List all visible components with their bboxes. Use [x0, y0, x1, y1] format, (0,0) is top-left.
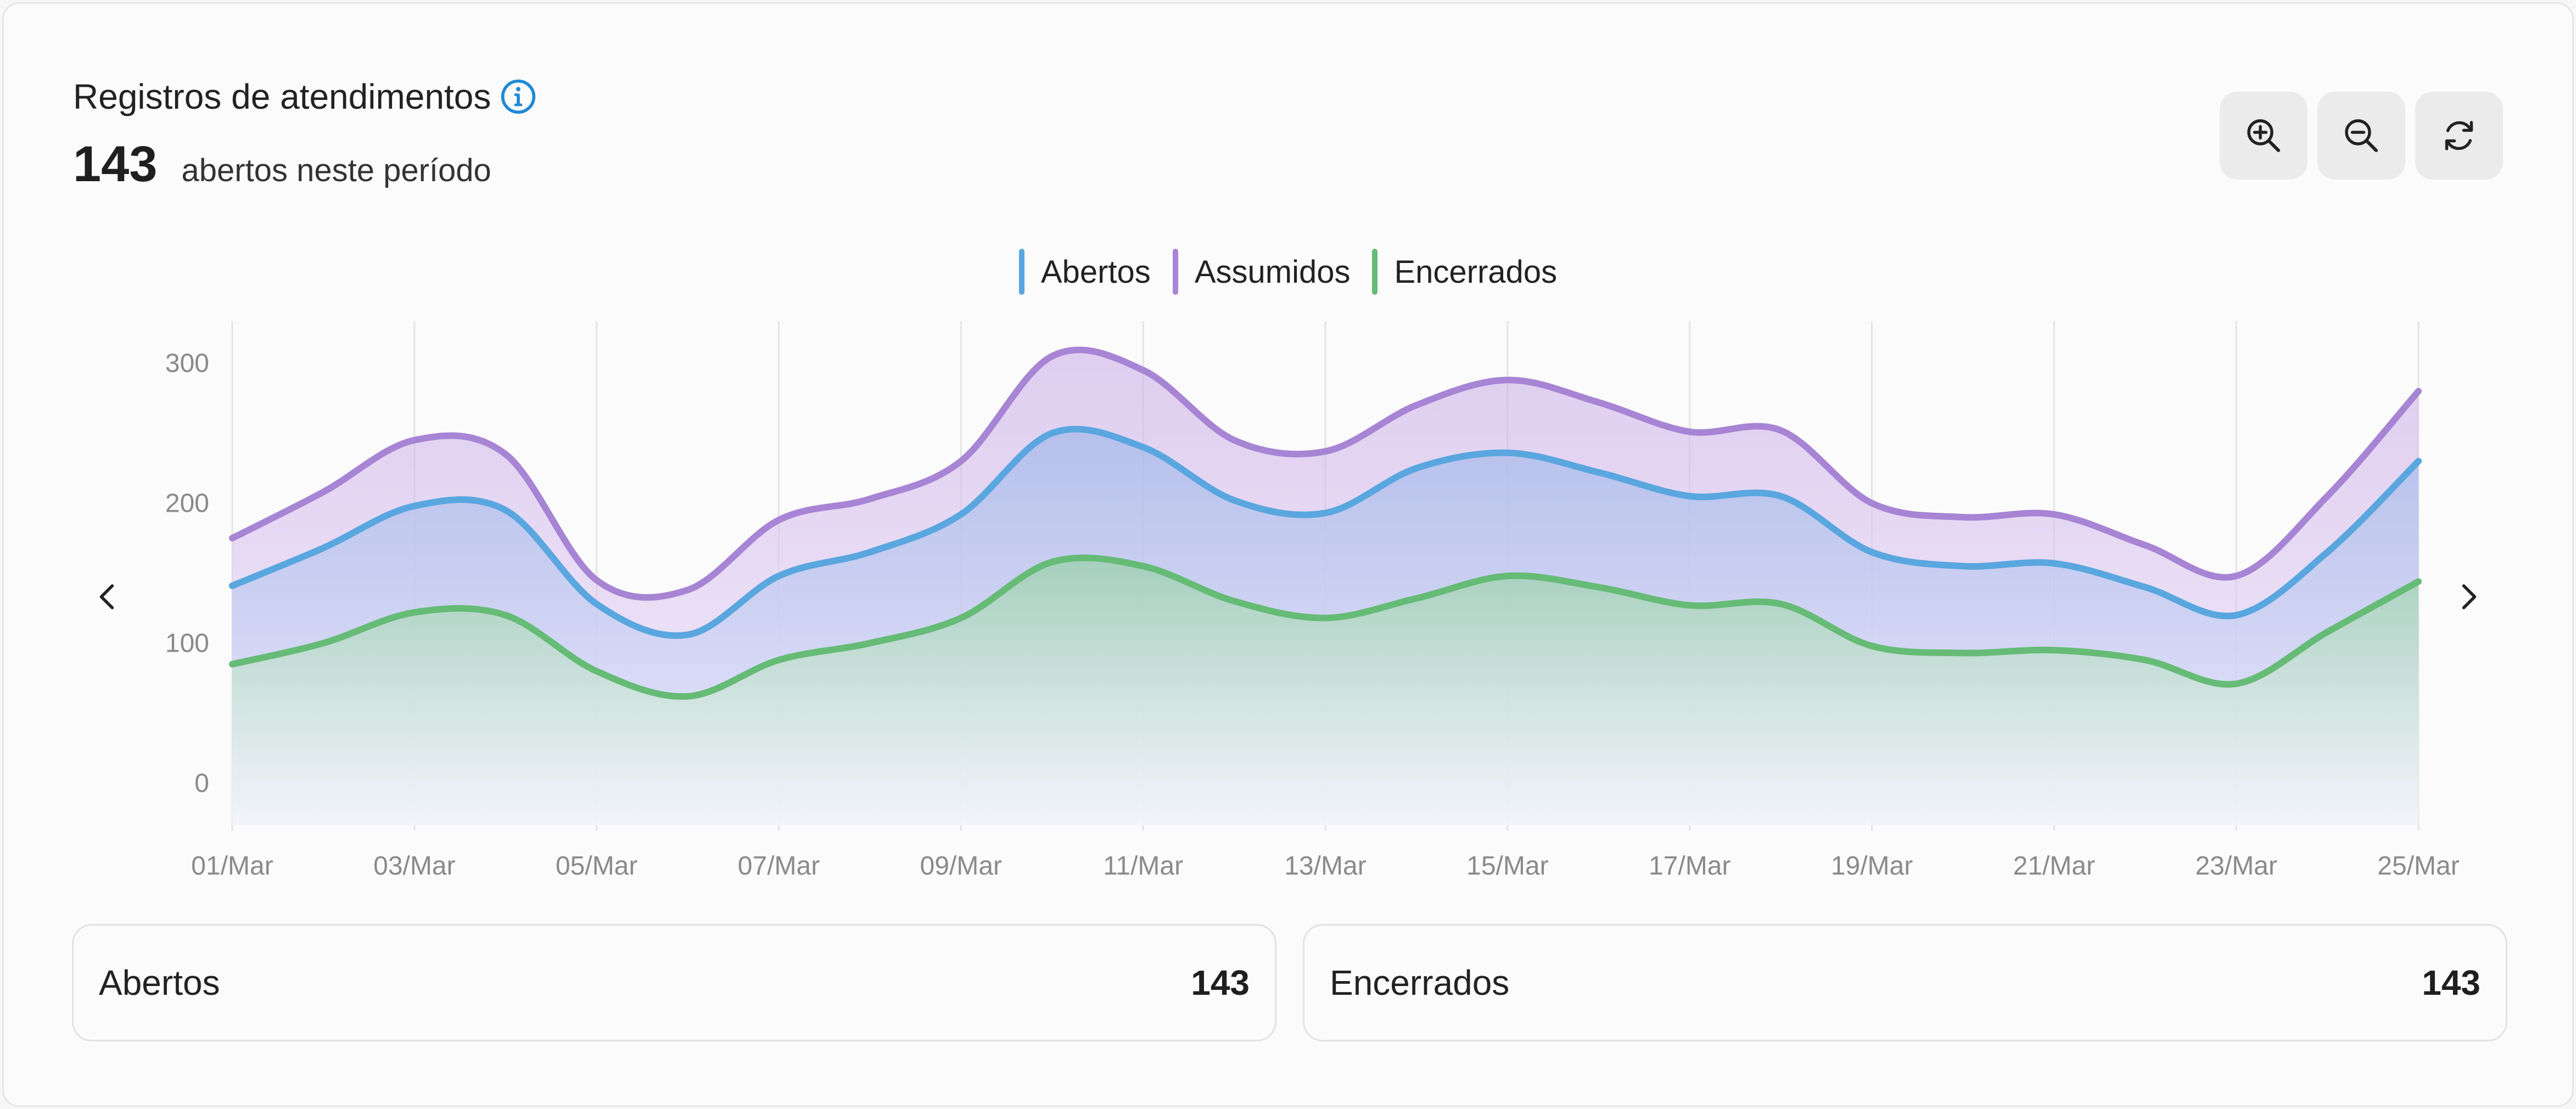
x-tick-label: 09/Mar — [920, 852, 1002, 881]
chart-header: Registros de atendimentos — [73, 76, 537, 117]
line-encerrados[interactable] — [229, 554, 2422, 700]
line-abertos[interactable] — [229, 425, 2422, 639]
zoom-out-icon — [2345, 119, 2378, 152]
summary-value: 143 — [73, 136, 158, 192]
stat-card-abertos: Abertos 143 — [72, 924, 1276, 1041]
x-tick-label: 21/Mar — [2013, 852, 2095, 881]
summary-label: abertos neste período — [181, 153, 491, 188]
y-tick-label: 200 — [165, 489, 209, 518]
stat-label-abertos: Abertos — [99, 963, 220, 1002]
previous-period-button[interactable] — [81, 569, 136, 624]
legend-swatch-encerrados — [1372, 249, 1378, 295]
chart-legend: Abertos Assumidos Encerrados — [4, 249, 2572, 295]
next-period-button[interactable] — [2440, 569, 2495, 624]
area-encerrados — [232, 557, 2418, 825]
y-axis-ticks: 0 100 200 300 — [165, 349, 209, 798]
y-tick-label: 100 — [165, 629, 209, 658]
legend-label-abertos: Abertos — [1040, 254, 1151, 290]
stat-value-abertos: 143 — [1191, 963, 1250, 1002]
x-axis-ticks: 01/Mar 03/Mar 05/Mar 07/Mar 09/Mar 11/Mar 13/M… — [191, 852, 2459, 881]
chart-toolbar — [2220, 92, 2503, 180]
x-tick-label: 11/Mar — [1103, 852, 1183, 881]
chevron-right-icon — [2462, 584, 2477, 609]
x-tick-label: 13/Mar — [1284, 852, 1366, 881]
stat-value-encerrados: 143 — [2422, 963, 2480, 1002]
refresh-icon — [2445, 121, 2473, 150]
x-tick-label: 15/Mar — [1466, 852, 1548, 881]
x-tick-label: 05/Mar — [556, 852, 637, 881]
series-areas — [232, 350, 2418, 825]
y-tick-label: 0 — [194, 769, 209, 798]
stat-card-encerrados: Encerrados 143 — [1303, 924, 2507, 1041]
x-tick-label: 17/Mar — [1649, 852, 1731, 881]
area-chart: 0 100 200 300 01/Mar 03/Mar 05/Mar 07/Mar 09/Ma… — [165, 321, 2460, 881]
summary: 143 abertos neste período — [73, 136, 491, 193]
zoom-out-button[interactable] — [2317, 92, 2405, 180]
legend-item-assumidos[interactable]: Assumidos — [1172, 249, 1351, 295]
legend-label-assumidos: Assumidos — [1194, 254, 1351, 290]
legend-item-encerrados[interactable]: Encerrados — [1372, 249, 1557, 295]
x-tick-label: 23/Mar — [2195, 852, 2277, 881]
x-tick-label: 03/Mar — [373, 852, 455, 881]
zoom-in-button[interactable] — [2220, 92, 2308, 180]
y-tick-label: 300 — [165, 349, 209, 378]
x-tick-label: 01/Mar — [191, 852, 273, 881]
x-tick-label: 19/Mar — [1831, 852, 1913, 881]
chart-title: Registros de atendimentos — [73, 77, 491, 116]
series-lines — [229, 346, 2422, 700]
legend-item-abertos[interactable]: Abertos — [1018, 249, 1151, 295]
legend-label-encerrados: Encerrados — [1394, 254, 1558, 290]
zoom-in-icon — [2247, 119, 2280, 152]
legend-swatch-abertos — [1018, 249, 1024, 295]
reset-zoom-button[interactable] — [2415, 92, 2503, 180]
x-tick-label: 07/Mar — [738, 852, 820, 881]
legend-swatch-assumidos — [1172, 249, 1178, 295]
chevron-left-icon — [99, 584, 114, 609]
line-assumidos[interactable] — [229, 346, 2422, 601]
stat-label-encerrados: Encerrados — [1330, 963, 1510, 1002]
info-icon[interactable] — [500, 78, 537, 115]
x-tick-label: 25/Mar — [2377, 852, 2459, 881]
